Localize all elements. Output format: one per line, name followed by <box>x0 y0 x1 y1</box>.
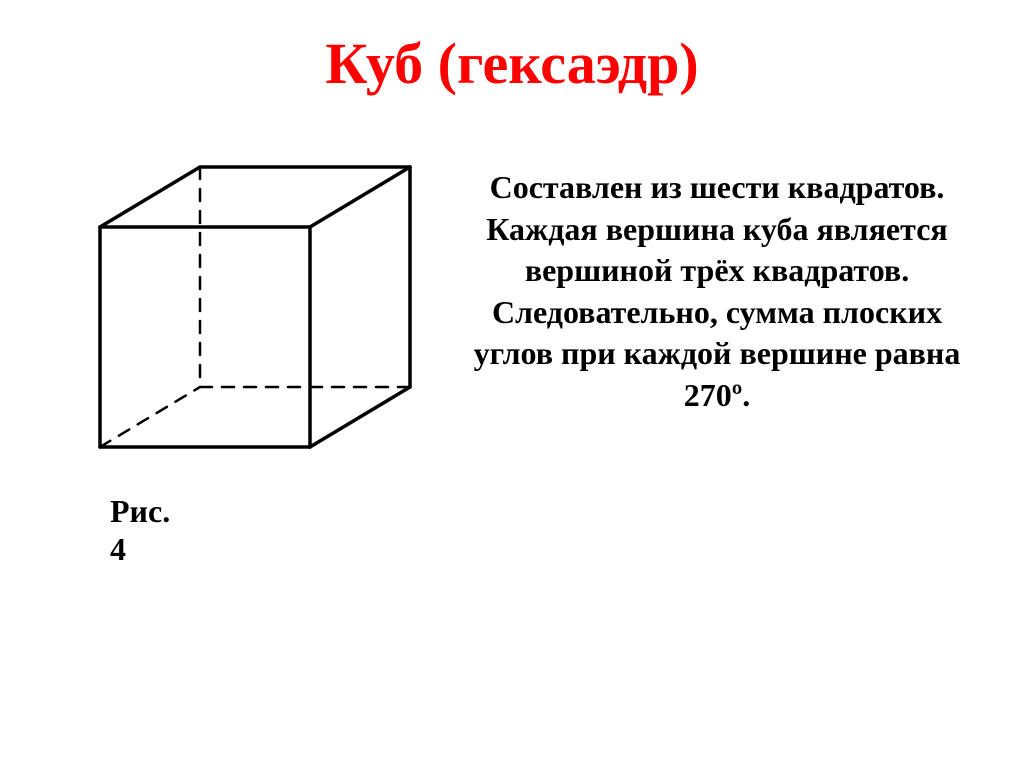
content-area: Рис. 4 Составлен из шести квадратов. Каж… <box>20 147 1004 569</box>
caption-line-2: 4 <box>110 531 126 567</box>
figure-caption: Рис. 4 <box>110 492 170 569</box>
description-text: Составлен из шести квадратов. Каждая вер… <box>460 147 974 417</box>
cube-diagram <box>50 147 430 487</box>
caption-line-1: Рис. <box>110 493 170 529</box>
figure-container: Рис. 4 <box>50 147 430 569</box>
page-title: Куб (гексаэдр) <box>20 30 1004 97</box>
